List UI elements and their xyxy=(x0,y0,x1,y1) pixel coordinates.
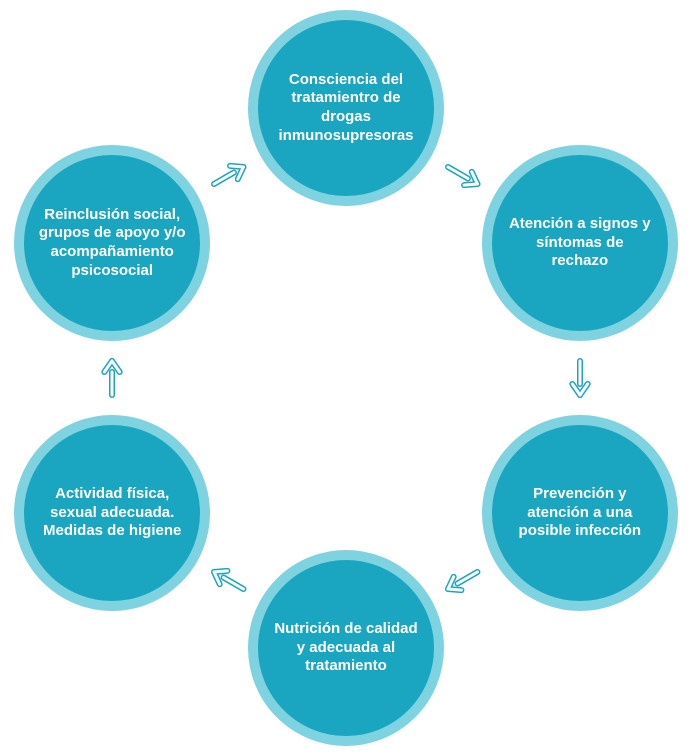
cycle-node-label: Atención a signos y síntomas de rechazo xyxy=(492,215,668,271)
cycle-node-2: Prevención y atención a una posible infe… xyxy=(482,415,678,611)
cycle-diagram: Consciencia del tratamientro de drogas i… xyxy=(0,0,692,755)
cycle-node-4: Actividad física, sexual adecuada. Medid… xyxy=(14,415,210,611)
cycle-node-label: Nutrición de calidad y adecuada al trata… xyxy=(258,620,434,676)
cycle-arrow-4 xyxy=(92,341,132,415)
cycle-arrow-3 xyxy=(194,552,263,609)
cycle-node-5: Reinclusión social, grupos de apoyo y/o … xyxy=(14,145,210,341)
cycle-node-label: Actividad física, sexual adecuada. Medid… xyxy=(24,485,200,541)
cycle-node-0: Consciencia del tratamientro de drogas i… xyxy=(248,10,444,206)
cycle-node-3: Nutrición de calidad y adecuada al trata… xyxy=(248,550,444,746)
cycle-node-label: Reinclusión social, grupos de apoyo y/o … xyxy=(24,206,200,281)
cycle-node-label: Consciencia del tratamientro de drogas i… xyxy=(258,71,434,146)
cycle-arrow-5 xyxy=(194,147,263,204)
cycle-arrow-1 xyxy=(560,341,600,415)
cycle-node-1: Atención a signos y síntomas de rechazo xyxy=(482,145,678,341)
cycle-node-label: Prevención y atención a una posible infe… xyxy=(492,485,668,541)
cycle-arrow-2 xyxy=(428,552,497,609)
cycle-arrow-0 xyxy=(428,147,497,204)
